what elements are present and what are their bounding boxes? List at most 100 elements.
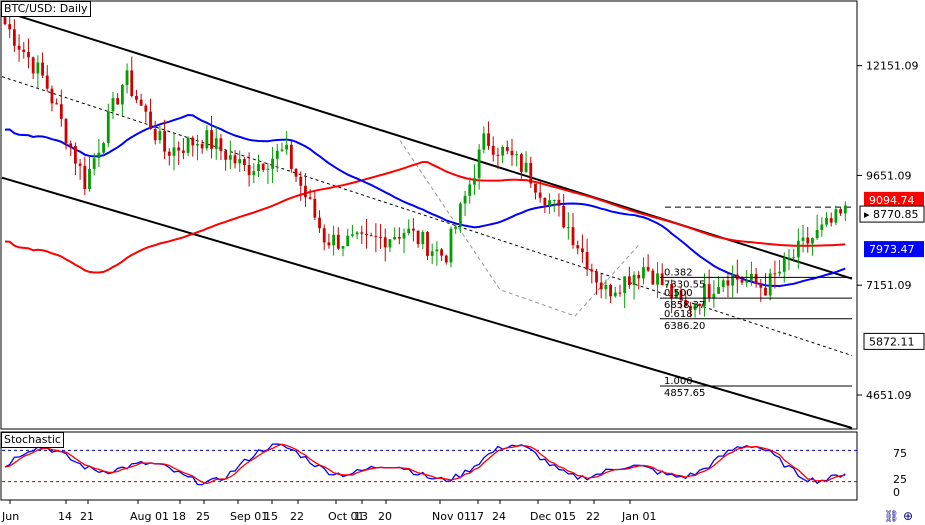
- candle: [538, 181, 542, 203]
- candle: [557, 193, 561, 217]
- candle-body: [289, 144, 293, 169]
- candle: [341, 246, 345, 257]
- candle-body: [388, 239, 392, 248]
- fib-ratio: 1.000: [664, 376, 693, 387]
- candle: [41, 52, 44, 78]
- candle-body: [327, 242, 331, 246]
- candle: [787, 248, 791, 271]
- candle: [318, 210, 321, 233]
- candle: [224, 148, 228, 171]
- candle: [548, 193, 551, 214]
- candle: [163, 119, 167, 160]
- price-tag-text: 5872.11: [869, 335, 915, 348]
- candle: [754, 268, 758, 288]
- candle: [632, 271, 636, 300]
- candle-body: [8, 24, 12, 30]
- candle-body: [548, 200, 551, 206]
- candle-body: [3, 15, 7, 25]
- candle: [637, 271, 641, 290]
- fib-ratio: 0.618: [664, 309, 693, 320]
- candle-body: [759, 283, 763, 288]
- candle: [388, 238, 392, 253]
- candle: [69, 140, 73, 157]
- candle: [243, 157, 246, 172]
- candle-body: [590, 269, 594, 272]
- candle: [322, 224, 326, 251]
- candle: [829, 212, 833, 227]
- candle-body: [139, 99, 143, 106]
- candle: [792, 248, 796, 263]
- candle-body: [576, 245, 580, 249]
- candle-body: [496, 154, 500, 156]
- candle: [801, 224, 805, 253]
- candle: [120, 84, 124, 116]
- candle: [88, 156, 91, 192]
- candle-body: [285, 144, 289, 150]
- candle-body: [703, 284, 706, 306]
- candle: [74, 142, 77, 175]
- candle-body: [50, 88, 54, 104]
- zoom-icon[interactable]: ⊕: [902, 509, 913, 523]
- link-icon[interactable]: ⛓: [883, 509, 900, 523]
- candle-body: [355, 232, 359, 235]
- candle: [92, 152, 96, 176]
- x-tick-label: Nov 01: [432, 510, 471, 523]
- x-tick-label: Oct 01: [328, 510, 365, 523]
- price-tag-bg: [859, 205, 925, 223]
- candle-body: [679, 290, 683, 300]
- candle: [313, 191, 317, 221]
- candle: [820, 217, 824, 237]
- candle: [55, 98, 59, 105]
- candle-body: [31, 57, 35, 74]
- candle-body: [768, 273, 772, 296]
- candle: [177, 141, 181, 166]
- candle-body: [609, 285, 612, 297]
- candle: [571, 212, 575, 249]
- candles: [3, 8, 847, 318]
- candle: [684, 290, 688, 308]
- candle: [651, 268, 655, 285]
- x-tick-label: Jan 01: [621, 510, 656, 523]
- candle: [843, 201, 847, 221]
- candle-body: [458, 203, 462, 227]
- candle: [289, 140, 293, 173]
- candle: [482, 126, 486, 154]
- x-tick-label: 18: [172, 510, 186, 523]
- candle-body: [782, 257, 786, 272]
- candle: [543, 197, 547, 213]
- candle-body: [111, 98, 115, 112]
- stoch-tick-label: 0: [893, 486, 900, 499]
- candle: [186, 136, 190, 157]
- candle-body: [463, 195, 467, 204]
- candle: [581, 234, 584, 263]
- stoch-tick-label: 25: [893, 473, 907, 486]
- candle: [158, 125, 162, 144]
- candle-body: [149, 111, 152, 130]
- candle: [111, 91, 115, 120]
- candle-body: [383, 237, 387, 248]
- candle: [59, 89, 63, 127]
- candle-body: [341, 246, 345, 249]
- candle: [130, 56, 134, 98]
- candle-body: [815, 229, 819, 239]
- x-tick-label: 14: [58, 510, 72, 523]
- candle-body: [224, 150, 228, 160]
- candle-body: [177, 147, 181, 151]
- candle: [688, 302, 692, 318]
- candle: [299, 171, 303, 201]
- candle: [27, 38, 30, 69]
- candle-body: [158, 131, 162, 141]
- candle-body: [562, 205, 566, 228]
- candle-body: [200, 143, 204, 149]
- candle-body: [275, 150, 279, 159]
- candle-body: [397, 236, 401, 239]
- nav-icons[interactable]: ⛓ ⊕: [884, 509, 913, 523]
- y-tick-label: 9651.09: [866, 169, 912, 182]
- candle-body: [318, 217, 321, 229]
- candle: [811, 237, 814, 256]
- candle-body: [332, 234, 336, 246]
- candle-body: [740, 279, 744, 283]
- candle: [726, 272, 730, 298]
- candle: [618, 284, 622, 297]
